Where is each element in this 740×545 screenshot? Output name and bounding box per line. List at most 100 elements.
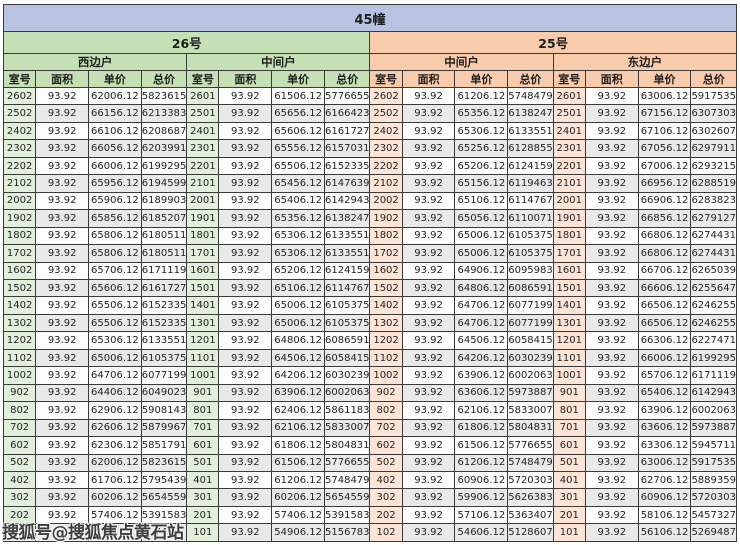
value-cell: 93.92 [584, 86, 639, 106]
value-cell: 5823615 [140, 453, 188, 472]
value-cell: 6133551 [140, 331, 188, 350]
table-row: 2602 93.92 62006.12 5823615 2601 93.92 61506.1… [2, 86, 737, 106]
room-number-cell: 2001 [552, 191, 586, 211]
building-26-header: 26号 [2, 31, 371, 54]
value-cell: 61506.12 [454, 436, 509, 455]
room-number-cell: 1101 [186, 348, 220, 368]
value-cell: 65656.12 [271, 104, 325, 123]
value-cell: 93.92 [35, 191, 90, 211]
value-cell: 63006.12 [637, 86, 692, 106]
value-cell: 93.92 [401, 488, 456, 507]
value-cell: 54606.12 [454, 523, 509, 542]
room-number-cell: 1502 [2, 278, 37, 298]
column-header: 总价 [323, 70, 371, 88]
value-cell: 60906.12 [637, 488, 692, 507]
value-cell: 5917535 [690, 86, 737, 106]
value-cell: 5776655 [323, 86, 371, 106]
value-cell: 93.92 [218, 244, 273, 263]
value-cell: 93.92 [218, 348, 273, 368]
value-cell: 61206.12 [454, 453, 509, 472]
value-cell: 93.92 [218, 296, 273, 315]
value-cell: 93.92 [218, 86, 273, 106]
table-row: 2502 93.92 66156.12 6213383 2501 93.92 65656.1… [2, 104, 737, 123]
room-number-cell: 602 [2, 436, 37, 455]
value-cell: 6105375 [507, 226, 554, 246]
value-cell: 6199295 [690, 348, 737, 368]
price-table: 45幢 26号 25号 西边户 中间户 中间户 东边户 室号 面积 单价 总价 室号 面积… [2, 4, 738, 542]
room-number-cell: 1102 [369, 348, 403, 368]
value-cell: 93.92 [35, 331, 90, 350]
value-cell: 66906.12 [637, 191, 692, 211]
building-25-header: 25号 [369, 31, 737, 54]
table-row: 802 93.92 62906.12 5908143 801 93.92 62406.12 5… [2, 401, 737, 420]
value-cell: 6142943 [690, 383, 737, 403]
value-cell: 65806.12 [88, 244, 142, 263]
value-cell: 65706.12 [637, 366, 692, 385]
room-number-cell: 1101 [552, 348, 586, 368]
table-row: 1902 93.92 65856.12 6185207 1901 93.92 65356.1… [2, 209, 737, 228]
value-cell: 93.92 [401, 156, 456, 176]
column-header: 单价 [88, 70, 142, 88]
column-header: 室号 [186, 70, 220, 88]
room-number-cell: 1102 [2, 348, 37, 368]
value-cell: 93.92 [35, 313, 90, 333]
value-cell: 63906.12 [637, 401, 692, 420]
value-cell: 5833007 [507, 401, 554, 420]
value-cell: 93.92 [218, 121, 273, 141]
column-header: 室号 [369, 70, 403, 88]
room-number-cell: 2601 [186, 86, 220, 106]
value-cell: 93.92 [35, 156, 90, 176]
value-cell: 6124159 [507, 156, 554, 176]
value-cell: 6142943 [323, 191, 371, 211]
value-cell: 64406.12 [88, 383, 142, 403]
room-number-cell: 2002 [369, 191, 403, 211]
room-number-cell: 701 [186, 418, 220, 438]
room-number-cell: 1401 [552, 296, 586, 315]
value-cell: 93.92 [401, 278, 456, 298]
room-number-cell: 201 [186, 505, 220, 525]
value-cell: 66006.12 [637, 348, 692, 368]
value-cell: 66506.12 [637, 296, 692, 315]
value-cell: 93.92 [584, 244, 639, 263]
value-cell: 65706.12 [88, 261, 142, 280]
value-cell: 61506.12 [271, 453, 325, 472]
value-cell: 61506.12 [271, 86, 325, 106]
value-cell: 93.92 [35, 470, 90, 490]
table-row: 743 101 93.92 54906.12 5156783 102 93.92 54606.… [2, 523, 737, 542]
building-header-row: 26号 25号 [2, 31, 737, 54]
value-cell: 93.92 [401, 401, 456, 420]
value-cell: 5776655 [323, 453, 371, 472]
value-cell: 6002063 [323, 383, 371, 403]
value-cell: 6297911 [690, 139, 737, 158]
value-cell: 63906.12 [271, 383, 325, 403]
value-cell: 6307303 [690, 104, 737, 123]
value-cell: 93.92 [218, 453, 273, 472]
value-cell: 66006.12 [88, 156, 142, 176]
table-row: 1702 93.92 65806.12 6180511 1701 93.92 65306.1… [2, 244, 737, 263]
value-cell: 6171119 [140, 261, 188, 280]
value-cell: 93.92 [35, 278, 90, 298]
value-cell: 65556.12 [271, 139, 325, 158]
value-cell: 64706.12 [88, 366, 142, 385]
room-number-cell: 1902 [369, 209, 403, 228]
value-cell: 93.92 [218, 313, 273, 333]
value-cell: 62106.12 [271, 418, 325, 438]
value-cell: 65306.12 [271, 244, 325, 263]
value-cell: 93.92 [401, 523, 456, 542]
value-cell: 93.92 [35, 488, 90, 507]
room-number-cell: 1202 [369, 331, 403, 350]
value-cell: 93.92 [218, 488, 273, 507]
value-cell: 93.92 [401, 139, 456, 158]
value-cell: 66606.12 [637, 278, 692, 298]
value-cell: 6152335 [323, 156, 371, 176]
room-number-cell: 1901 [186, 209, 220, 228]
value-cell: 6180511 [140, 226, 188, 246]
room-number-cell: 2602 [369, 86, 403, 106]
value-cell: 6105375 [507, 244, 554, 263]
table-row: 202 93.92 57406.12 5391583 201 93.92 57406.12 5… [2, 505, 737, 525]
value-cell: 6152335 [140, 296, 188, 315]
value-cell: 67006.12 [637, 156, 692, 176]
value-cell: 93.92 [35, 104, 90, 123]
value-cell: 6128855 [507, 139, 554, 158]
value-cell: 57406.12 [88, 505, 142, 525]
